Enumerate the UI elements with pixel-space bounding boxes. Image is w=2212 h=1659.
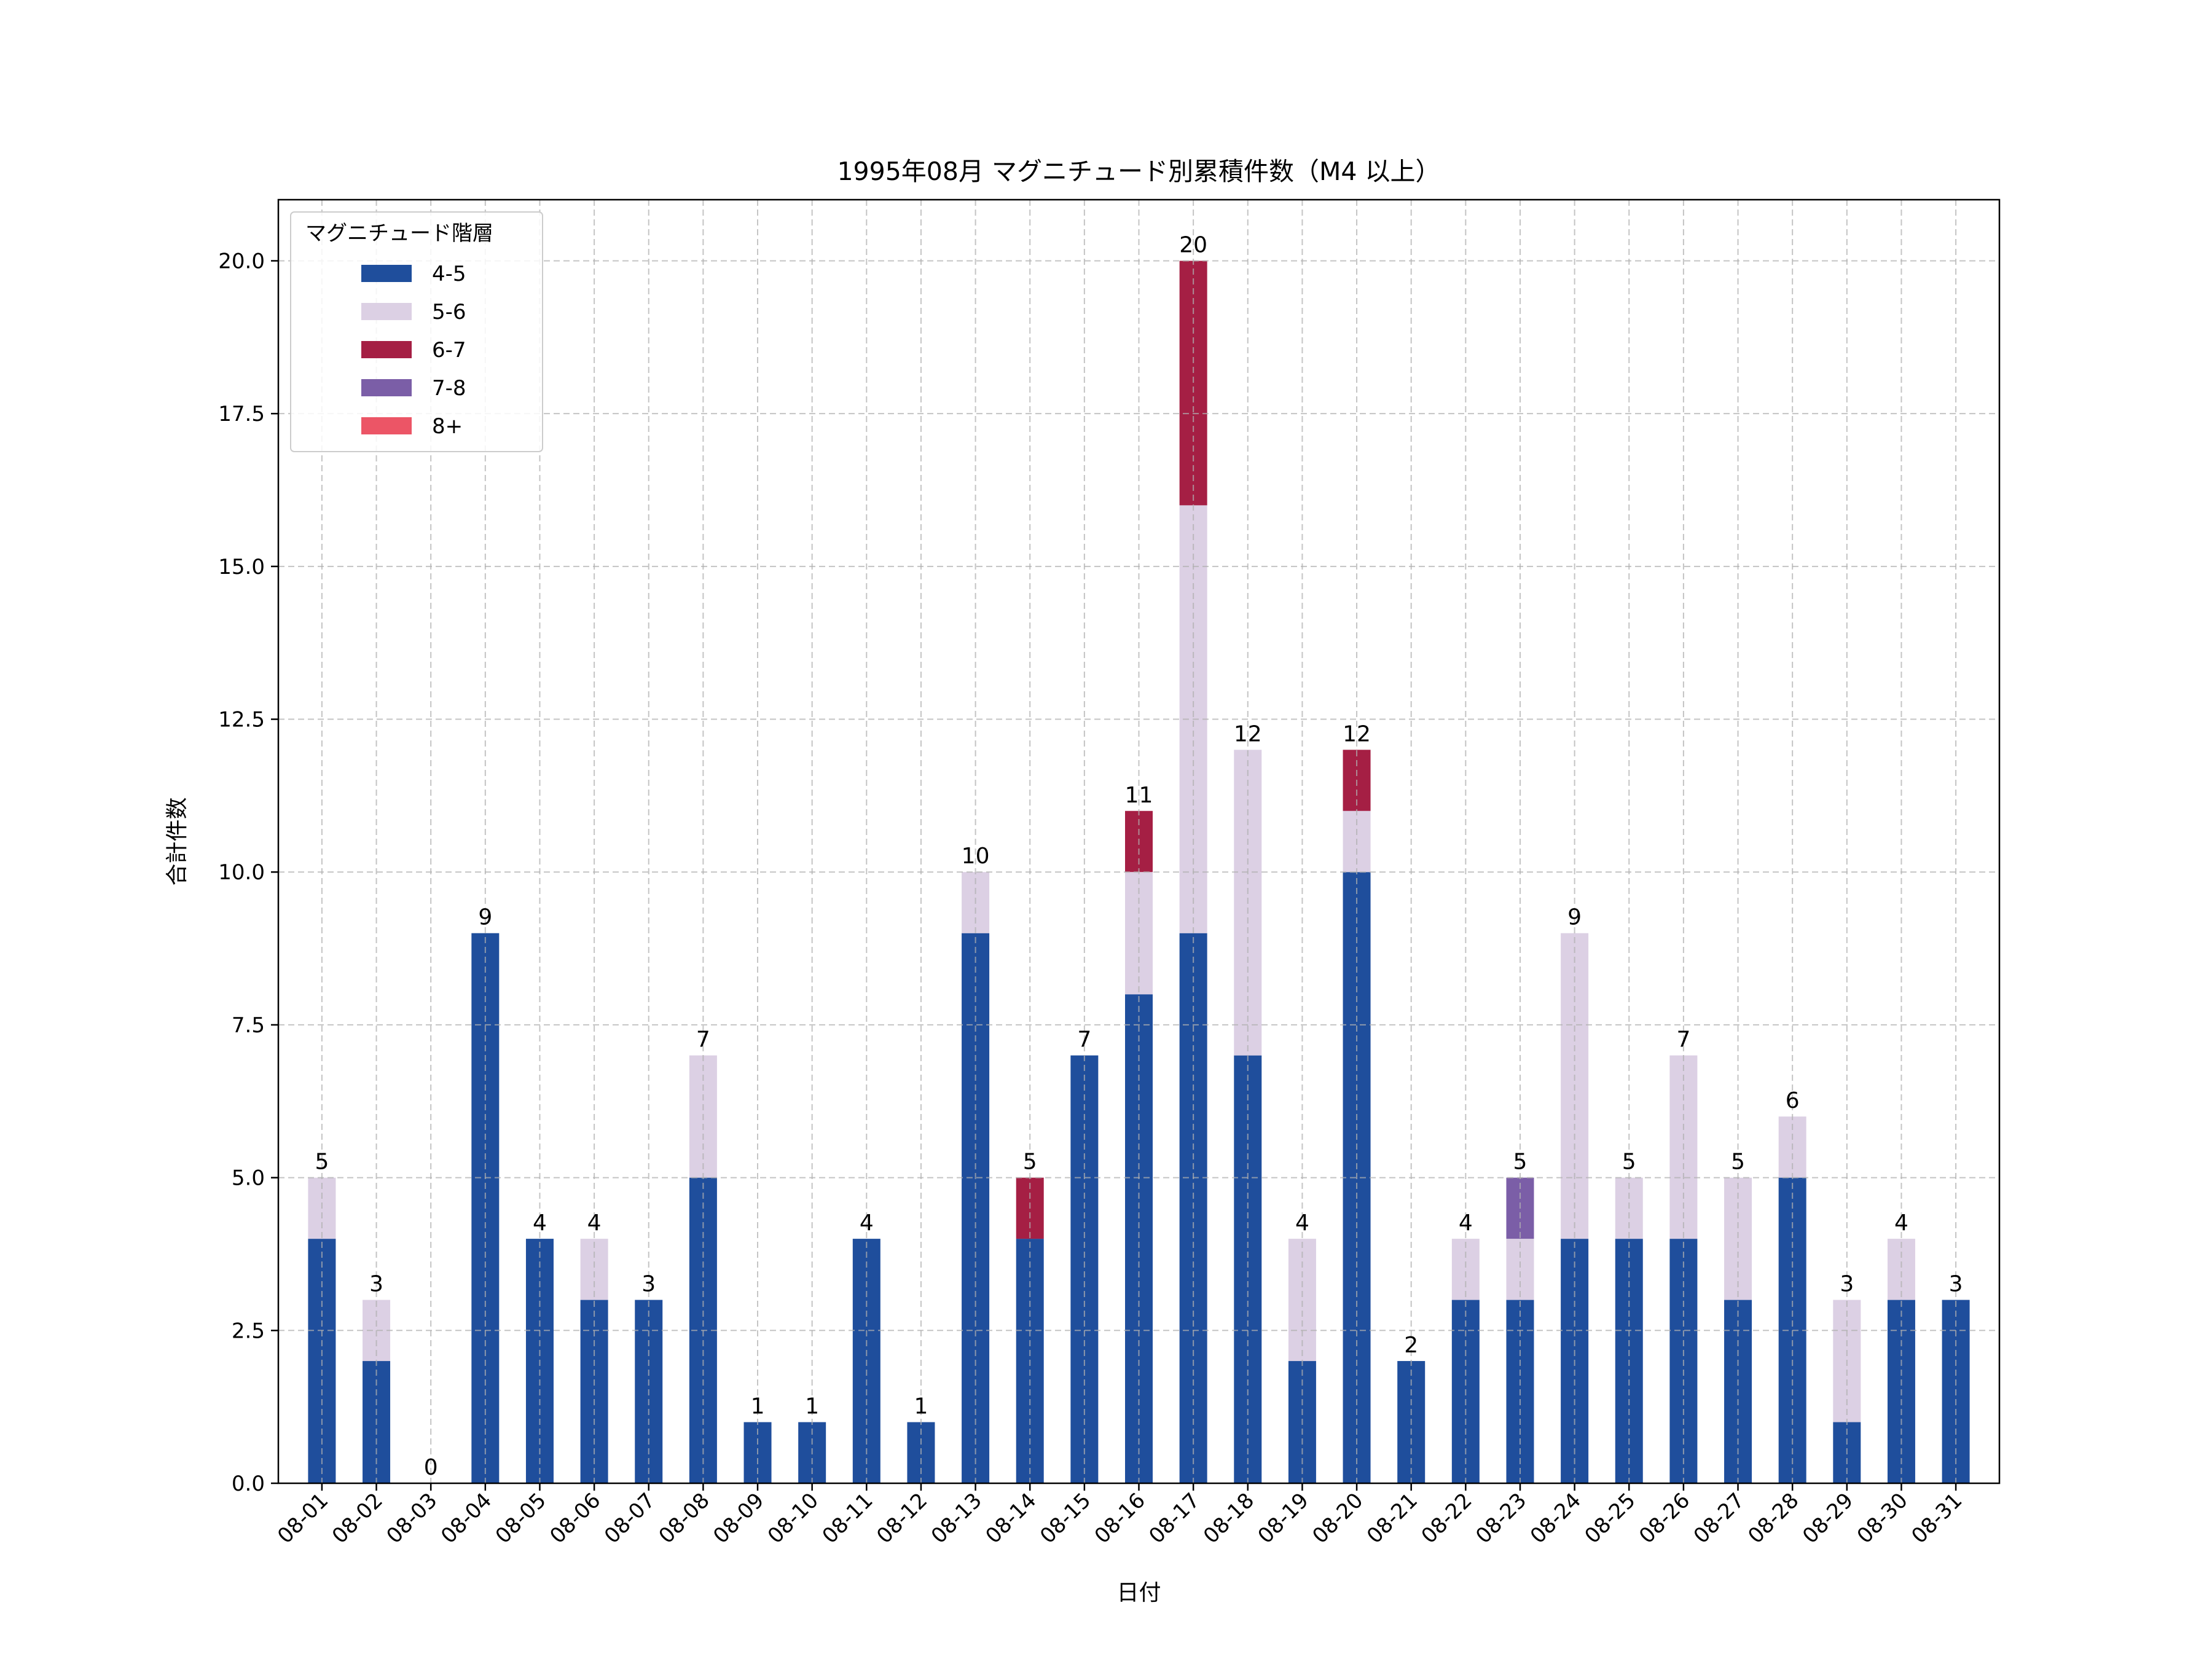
bar-total-label-08-28: 6 xyxy=(1786,1088,1800,1113)
legend-box xyxy=(290,211,543,452)
bar-total-label-08-23: 5 xyxy=(1513,1150,1528,1175)
bar-total-label-08-26: 7 xyxy=(1676,1027,1690,1053)
bar-total-label-08-20: 12 xyxy=(1343,721,1371,747)
bar-total-label-08-09: 1 xyxy=(751,1394,765,1419)
legend-swatch-5-6 xyxy=(361,303,412,320)
bar-total-label-08-22: 4 xyxy=(1459,1210,1473,1236)
bar-total-label-08-27: 5 xyxy=(1731,1150,1745,1175)
legend-label-8+: 8+ xyxy=(432,414,463,439)
y-tick-label-6: 15.0 xyxy=(218,555,265,579)
bar-total-label-08-12: 1 xyxy=(914,1394,928,1419)
bar-total-label-08-01: 5 xyxy=(315,1150,329,1175)
bar-total-label-08-06: 4 xyxy=(587,1210,602,1236)
bar-total-label-08-10: 1 xyxy=(805,1394,819,1419)
bar-total-label-08-07: 3 xyxy=(641,1272,656,1297)
bar-total-label-08-08: 7 xyxy=(696,1027,710,1053)
legend-entries: 4-5 5-6 6-7 7-8 8+ xyxy=(361,262,466,439)
bar-segment-08-23-5-6 xyxy=(1506,1239,1534,1300)
chart-title: 1995年08月 マグニチュード別累積件数（M4 以上） xyxy=(837,157,1440,186)
x-axis-title: 日付 xyxy=(1116,1580,1161,1606)
y-tick-label-1: 2.5 xyxy=(232,1319,265,1343)
y-tick-label-4: 10.0 xyxy=(218,860,265,885)
bar-segment-08-30-5-6 xyxy=(1887,1239,1915,1300)
bar-total-label-08-13: 10 xyxy=(962,844,990,869)
bar-total-label-08-31: 3 xyxy=(1949,1272,1963,1297)
bar-segment-08-06-5-6 xyxy=(580,1239,608,1300)
bar-total-label-08-05: 4 xyxy=(533,1210,547,1236)
legend-swatch-7-8 xyxy=(361,379,412,396)
bar-total-label-08-21: 2 xyxy=(1404,1333,1418,1358)
bar-total-label-08-03: 0 xyxy=(424,1455,438,1480)
y-tick-label-7: 17.5 xyxy=(218,402,265,426)
bar-total-label-08-18: 12 xyxy=(1234,721,1262,747)
bar-total-label-08-24: 9 xyxy=(1567,905,1582,930)
legend-swatch-8+ xyxy=(361,417,412,434)
bar-total-label-08-19: 4 xyxy=(1295,1210,1309,1236)
bar-segment-08-22-5-6 xyxy=(1451,1239,1480,1300)
bar-total-label-08-04: 9 xyxy=(478,905,492,930)
bar-total-label-08-25: 5 xyxy=(1622,1150,1636,1175)
bar-total-label-08-14: 5 xyxy=(1023,1150,1037,1175)
legend-label-4-5: 4-5 xyxy=(432,262,466,286)
y-tick-label-3: 7.5 xyxy=(232,1013,265,1038)
bar-total-label-08-16: 11 xyxy=(1125,783,1153,808)
bar-total-label-08-11: 4 xyxy=(860,1210,874,1236)
bar-total-label-08-17: 20 xyxy=(1179,232,1207,257)
legend-swatch-6-7 xyxy=(361,341,412,358)
legend: マグニチュード階層 4-5 5-6 6-7 7-8 8+ xyxy=(290,211,543,452)
legend-title: マグニチュード階層 xyxy=(305,221,493,246)
legend-label-6-7: 6-7 xyxy=(432,338,466,363)
legend-label-5-6: 5-6 xyxy=(432,300,466,324)
bar-total-label-08-29: 3 xyxy=(1840,1272,1854,1297)
legend-label-7-8: 7-8 xyxy=(432,376,466,401)
bar-total-label-08-02: 3 xyxy=(369,1272,383,1297)
bar-total-label-08-15: 7 xyxy=(1077,1027,1091,1053)
y-tick-label-2: 5.0 xyxy=(232,1166,265,1191)
bar-total-label-08-30: 4 xyxy=(1894,1210,1908,1236)
y-tick-label-0: 0.0 xyxy=(232,1472,265,1496)
legend-swatch-4-5 xyxy=(361,265,412,282)
y-tick-label-5: 12.5 xyxy=(218,708,265,732)
y-axis-title: 合計件数 xyxy=(165,797,190,885)
y-tick-label-8: 20.0 xyxy=(218,249,265,273)
